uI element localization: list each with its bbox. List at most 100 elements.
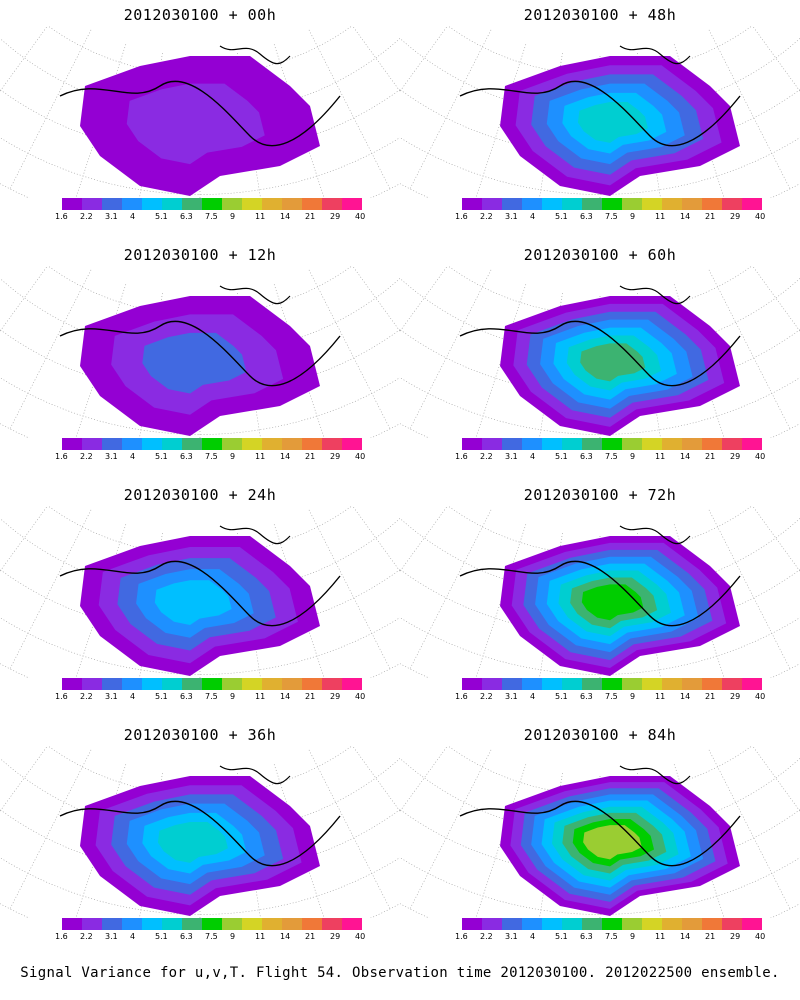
- colorbar-swatch: [102, 438, 122, 450]
- colorbar-swatch: [342, 438, 362, 450]
- colorbar-label: 29: [730, 452, 741, 461]
- colorbar-label: 5.1: [155, 692, 168, 701]
- coastline: [219, 285, 291, 305]
- colorbar-label: 3.1: [505, 692, 518, 701]
- colorbar-label: 21: [305, 212, 316, 221]
- colorbar-swatch: [322, 198, 342, 210]
- colorbar: [462, 918, 762, 930]
- colorbar-label: 21: [305, 932, 316, 941]
- panel-title: 2012030100 + 60h: [523, 246, 677, 264]
- colorbar-swatch: [342, 198, 362, 210]
- colorbar-label: 29: [330, 212, 341, 221]
- colorbar-label: 1.6: [455, 692, 468, 701]
- colorbar-swatch: [262, 438, 282, 450]
- colorbar-label: 7.5: [605, 212, 618, 221]
- coastline: [219, 765, 291, 785]
- colorbar-swatch: [102, 678, 122, 690]
- colorbar-swatch: [182, 438, 202, 450]
- colorbar-swatch: [462, 918, 482, 930]
- colorbar-label: 7.5: [605, 932, 618, 941]
- colorbar-label: 40: [355, 692, 366, 701]
- colorbar-swatch: [642, 198, 662, 210]
- colorbar-swatch: [222, 918, 242, 930]
- colorbar-swatch: [162, 438, 182, 450]
- panel-title: 2012030100 + 72h: [523, 486, 677, 504]
- colorbar-swatch: [262, 678, 282, 690]
- map-panel: 2012030100 + 36h 1.6 2.2 3.1 4 5.1 6.3 7.5 9 11 14…: [0, 720, 400, 960]
- coastline: [219, 45, 291, 65]
- colorbar-swatch: [122, 918, 142, 930]
- colorbar-swatch: [622, 678, 642, 690]
- colorbar: [62, 918, 362, 930]
- colorbar-swatch: [542, 678, 562, 690]
- colorbar-label: 7.5: [205, 692, 218, 701]
- colorbar-swatch: [682, 438, 702, 450]
- colorbar-swatch: [122, 438, 142, 450]
- colorbar-swatch: [662, 438, 682, 450]
- colorbar-label: 1.6: [455, 452, 468, 461]
- colorbar-swatch: [542, 438, 562, 450]
- coastline: [619, 525, 691, 545]
- colorbar-labels: 1.6 2.2 3.1 4 5.1 6.3 7.5 9 11 14 21 29 40: [455, 452, 775, 464]
- colorbar-label: 2.2: [80, 452, 93, 461]
- colorbar-label: 3.1: [505, 932, 518, 941]
- colorbar-label: 29: [730, 932, 741, 941]
- panel-title: 2012030100 + 84h: [523, 726, 677, 744]
- panel-title: 2012030100 + 48h: [523, 6, 677, 24]
- colorbar-swatch: [82, 198, 102, 210]
- colorbar-swatch: [542, 198, 562, 210]
- colorbar-swatch: [302, 438, 322, 450]
- colorbar-swatch: [62, 198, 82, 210]
- colorbar-label: 40: [355, 932, 366, 941]
- colorbar-swatch: [322, 438, 342, 450]
- colorbar-swatch: [142, 438, 162, 450]
- colorbar-labels: 1.6 2.2 3.1 4 5.1 6.3 7.5 9 11 14 21 29 40: [455, 212, 775, 224]
- projected-map: [0, 266, 400, 438]
- colorbar-label: 11: [255, 212, 266, 221]
- colorbar-swatch: [502, 438, 522, 450]
- colorbar-label: 11: [655, 212, 666, 221]
- colorbar-label: 21: [305, 452, 316, 461]
- colorbar-label: 6.3: [180, 452, 193, 461]
- colorbar-label: 14: [280, 932, 291, 941]
- colorbar-label: 4: [130, 452, 136, 461]
- colorbar-swatch: [282, 678, 302, 690]
- colorbar-swatch: [722, 198, 742, 210]
- coastline: [619, 765, 691, 785]
- colorbar-label: 1.6: [55, 692, 68, 701]
- colorbar-swatch: [82, 918, 102, 930]
- colorbar-swatch: [582, 678, 602, 690]
- colorbar-swatch: [122, 198, 142, 210]
- colorbar-swatch: [722, 918, 742, 930]
- colorbar-label: 9: [630, 452, 636, 461]
- colorbar-swatch: [302, 678, 322, 690]
- colorbar-label: 14: [280, 452, 291, 461]
- colorbar-swatch: [742, 438, 762, 450]
- colorbar-label: 3.1: [105, 692, 118, 701]
- variance-contour: [157, 822, 228, 863]
- colorbar: [462, 678, 762, 690]
- figure-caption: Signal Variance for u,v,T. Flight 54. Ob…: [20, 965, 780, 981]
- variance-contour: [577, 102, 648, 143]
- colorbar-swatch: [162, 918, 182, 930]
- colorbar-label: 3.1: [105, 212, 118, 221]
- colorbar-swatch: [622, 198, 642, 210]
- colorbar-label: 40: [355, 452, 366, 461]
- colorbar-label: 5.1: [555, 452, 568, 461]
- colorbar-swatch: [142, 918, 162, 930]
- colorbar-label: 5.1: [555, 692, 568, 701]
- colorbar-swatch: [602, 438, 622, 450]
- colorbar-labels: 1.6 2.2 3.1 4 5.1 6.3 7.5 9 11 14 21 29 40: [455, 932, 775, 944]
- coastline: [459, 800, 741, 867]
- coastline: [59, 800, 341, 867]
- coastline: [59, 320, 341, 387]
- colorbar-label: 7.5: [205, 452, 218, 461]
- colorbar-swatch: [742, 678, 762, 690]
- colorbar-label: 21: [705, 932, 716, 941]
- colorbar-swatch: [702, 918, 722, 930]
- colorbar-swatch: [742, 918, 762, 930]
- map-panel: 2012030100 + 60h 1.6 2.2 3.1 4 5.1 6.3 7.5 9 11 14…: [400, 240, 800, 480]
- colorbar-label: 4: [530, 932, 536, 941]
- colorbar-swatch: [142, 678, 162, 690]
- colorbar-labels: 1.6 2.2 3.1 4 5.1 6.3 7.5 9 11 14 21 29 40: [455, 692, 775, 704]
